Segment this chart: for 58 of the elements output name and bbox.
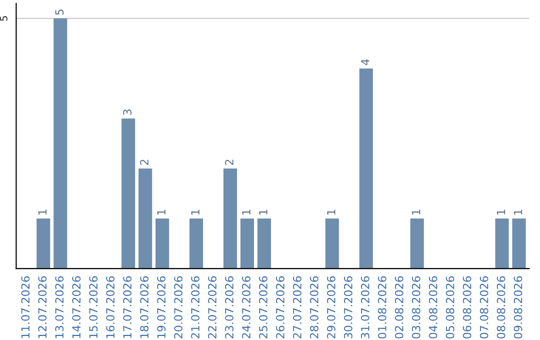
x-tick-label: 02.08.2026: [394, 276, 404, 338]
x-tick-label: 08.08.2026: [496, 276, 506, 338]
x-tick-label: 22.07.2026: [208, 276, 216, 338]
x-tick-label: 03.08.2026: [412, 276, 420, 338]
data-label: 1: [157, 210, 166, 215]
x-tick-label: 23.07.2026: [225, 276, 234, 338]
data-label: 1: [327, 210, 336, 215]
data-label: 2: [225, 160, 234, 165]
x-tick-label: 18.07.2026: [140, 276, 149, 338]
bar: [240, 218, 254, 269]
data-label: 1: [242, 210, 250, 215]
data-label: 1: [38, 210, 46, 215]
bar: [325, 218, 339, 269]
x-tick-label: 21.07.2026: [191, 276, 200, 338]
data-label: 3: [123, 110, 132, 115]
data-label: 1: [412, 210, 420, 215]
x-tick-label: 24.07.2026: [242, 276, 250, 338]
bar: [223, 168, 238, 269]
bar: [189, 218, 204, 269]
x-tick-label: 31.07.2026: [360, 276, 370, 338]
bar: [495, 218, 509, 269]
data-label: 4: [361, 59, 370, 66]
bar: [155, 218, 170, 269]
data-label: 1: [514, 210, 522, 215]
bar: [36, 218, 50, 269]
x-tick-label: 27.07.2026: [293, 276, 302, 338]
data-label: 2: [140, 160, 148, 165]
data-label: 1: [191, 210, 200, 215]
bar: [257, 218, 271, 269]
x-tick-label: 16.07.2026: [106, 276, 115, 338]
bar: [138, 168, 152, 269]
bar: [410, 218, 424, 269]
bar: [122, 118, 136, 269]
x-tick-label: 07.08.2026: [480, 276, 488, 338]
x-tick-label: 28.07.2026: [310, 276, 318, 338]
x-tick-label: 11.07.2026: [21, 276, 30, 338]
x-tick-label: 19.07.2026: [157, 276, 166, 338]
x-tick-label: 15.07.2026: [89, 276, 98, 338]
data-label: 5: [55, 10, 64, 15]
x-tick-label: 12.07.2026: [38, 276, 47, 338]
x-tick-label: 20.07.2026: [174, 276, 182, 338]
x-tick-label: 01.08.2026: [378, 276, 386, 338]
x-tick-label: 17.07.2026: [123, 276, 132, 338]
x-tick-label: 29.07.2026: [326, 276, 336, 338]
x-tick-label: 09.08.2026: [514, 276, 522, 338]
x-tick-label: 13.07.2026: [55, 276, 64, 338]
x-tick-label: 06.08.2026: [462, 276, 472, 338]
x-tick-label: 05.08.2026: [446, 276, 454, 338]
x-tick-label: 04.08.2026: [428, 276, 438, 338]
data-label: 1: [496, 210, 506, 215]
data-label: 1: [259, 210, 268, 215]
x-tick-label: 26.07.2026: [276, 276, 284, 338]
bar: [512, 218, 526, 269]
bar: [54, 18, 68, 269]
bar: [359, 68, 373, 269]
x-tick-label: 25.07.2026: [259, 276, 268, 338]
x-tick-label: 14.07.2026: [72, 276, 81, 338]
x-tick-label: 30.07.2026: [344, 276, 352, 338]
